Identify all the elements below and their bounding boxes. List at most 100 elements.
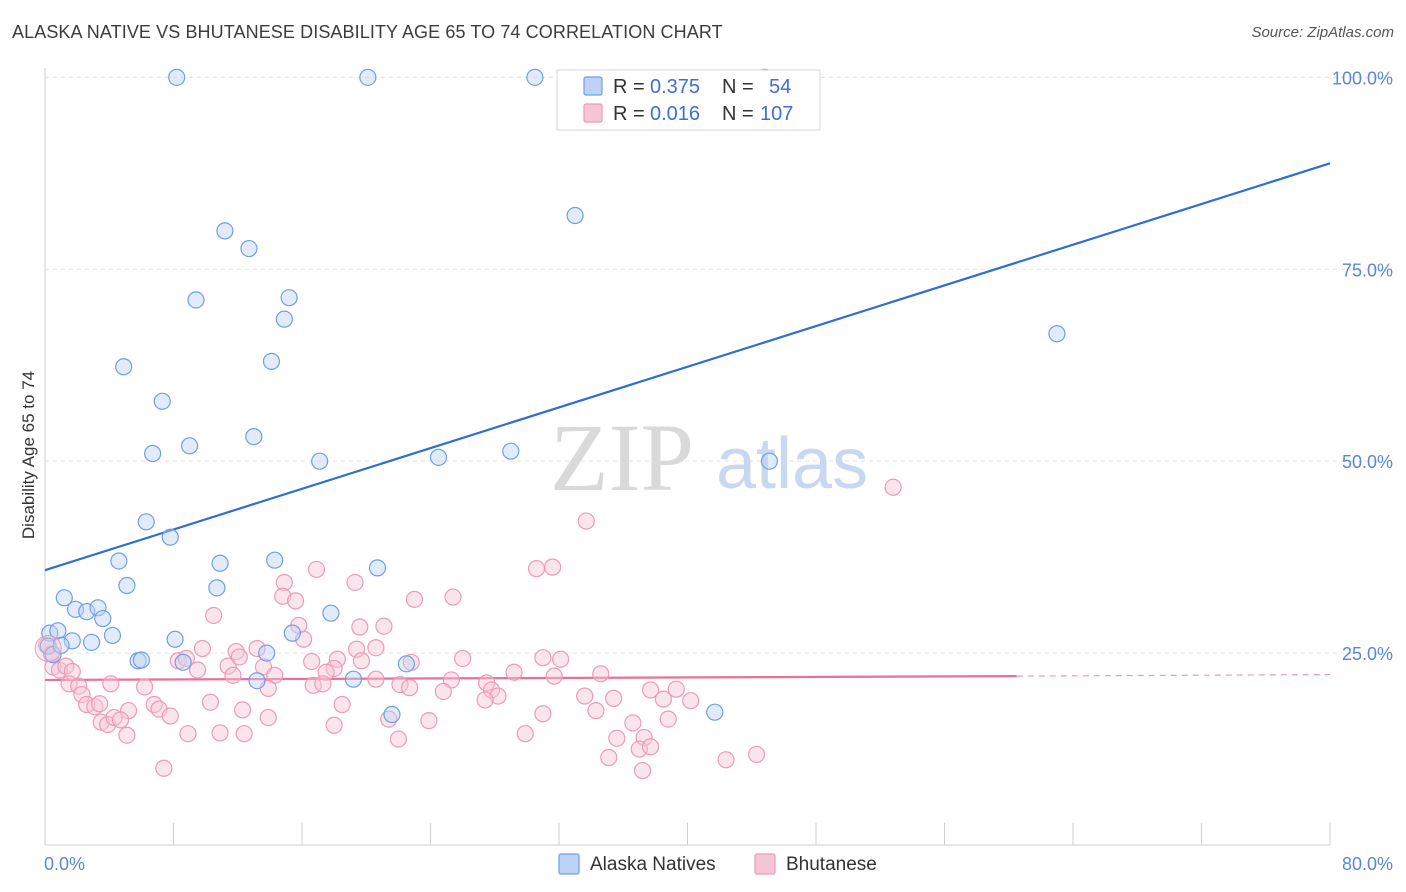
bhutanese-point-0	[884, 478, 902, 496]
trend-line-bhutanese	[44, 675, 1017, 682]
alaska-native-point-20	[1048, 325, 1066, 343]
bhutanese-point-103	[155, 759, 173, 777]
y-tick-label-100: 100.0%	[1332, 68, 1393, 88]
legend-n-value-2: 107	[760, 103, 793, 125]
alaska-native-point-51	[39, 637, 57, 655]
bhutanese-point-11	[205, 606, 223, 625]
bhutanese-point-94	[389, 730, 407, 748]
bhutanese-point-6	[275, 573, 293, 592]
bhutanese-point-65	[667, 680, 685, 698]
alaska-native-point-18	[502, 442, 520, 460]
x-tick-label-0: 0.0%	[44, 854, 85, 874]
y-tick-label-75: 75.0%	[1342, 260, 1393, 280]
bhutanese-point-58	[434, 682, 452, 701]
y-tick-label-50: 50.0%	[1342, 452, 1393, 472]
bhutanese-point-64	[641, 681, 660, 699]
bhutanese-point-59	[482, 681, 501, 699]
alaska-native-point-44	[174, 653, 192, 671]
alaska-native-point-45	[258, 644, 276, 662]
bhutanese-point-62	[576, 687, 594, 705]
alaska-native-point-48	[397, 655, 416, 673]
legend-r-value-2: 0.016	[650, 103, 700, 125]
alaska-native-point-25	[266, 551, 284, 569]
legend-n-label-2: N =	[722, 103, 754, 125]
bhutanese-point-35	[224, 666, 242, 684]
bhutanese-point-15	[193, 639, 212, 658]
bhutanese-point-93	[235, 725, 253, 743]
trend-line-alaska-natives	[44, 162, 1331, 572]
bhutanese-point-102	[747, 745, 766, 764]
alaska-native-point-8	[280, 289, 298, 307]
bhutanese-point-13	[351, 618, 369, 636]
bhutanese-point-70	[91, 695, 109, 713]
alaska-native-point-41	[283, 624, 301, 642]
bhutanese-point-27	[219, 657, 237, 675]
alaska-native-point-40	[166, 630, 184, 648]
bhutanese-point-77	[380, 710, 398, 728]
alaska-native-point-12	[153, 392, 171, 410]
bhutanese-point-69	[86, 698, 104, 716]
alaska-native-point-29	[55, 589, 73, 607]
bhutanese-point-38	[367, 670, 385, 688]
alaska-native-point-23	[110, 552, 128, 570]
bhutanese-point-91	[179, 725, 197, 743]
bhutanese-point-1	[577, 512, 595, 530]
y-tick-label-25: 25.0%	[1342, 644, 1393, 664]
alaska-native-point-22	[161, 528, 179, 546]
bhutanese-point-61	[476, 691, 494, 709]
bottom-legend-swatch-alaska	[558, 853, 580, 875]
bhutanese-point-78	[420, 712, 438, 730]
alaska-native-point-47	[344, 670, 362, 688]
bhutanese-point-104	[633, 761, 652, 780]
bhutanese-point-30	[303, 652, 321, 671]
bhutanese-point-19	[328, 650, 346, 668]
bhutanese-point-50	[73, 685, 91, 704]
bottom-legend-label-bhutanese: Bhutanese	[786, 854, 877, 875]
alaska-native-point-13	[180, 437, 199, 455]
alaska-native-point-15	[144, 444, 162, 463]
bhutanese-point-7	[274, 587, 292, 605]
bhutanese-point-101	[717, 751, 735, 769]
bhutanese-point-10	[286, 592, 305, 610]
bhutanese-point-82	[659, 710, 677, 728]
alaska-native-point-7	[187, 291, 205, 309]
alaska-native-point-1	[359, 68, 377, 86]
alaska-native-point-43	[132, 651, 150, 669]
bhutanese-point-2	[527, 560, 546, 578]
bhutanese-point-24	[552, 650, 570, 668]
bhutanese-point-22	[454, 649, 472, 668]
bhutanese-point-90	[118, 726, 136, 744]
bhutanese-point-5	[346, 573, 364, 592]
bhutanese-point-99	[641, 738, 660, 756]
bhutanese-point-66	[654, 690, 673, 708]
bhutanese-point-100	[600, 748, 618, 767]
watermark-atlas: atlas	[716, 424, 868, 504]
bhutanese-point-88	[259, 708, 277, 727]
alaska-native-point-32	[89, 599, 107, 617]
bhutanese-point-52	[135, 678, 154, 696]
bhutanese-point-9	[444, 588, 462, 606]
bhutanese-point-17	[248, 639, 266, 658]
alaska-native-point-36	[49, 622, 67, 640]
bhutanese-point-95	[516, 725, 534, 743]
alaska-native-point-31	[78, 603, 96, 621]
bhutanese-point-84	[99, 715, 117, 734]
bhutanese-point-60	[489, 687, 507, 705]
bhutanese-point-74	[201, 693, 220, 711]
legend-r-label-1: R =	[613, 76, 645, 98]
legend-swatch-blue	[583, 76, 603, 96]
alaska-native-point-21	[137, 513, 155, 531]
bhutanese-point-14	[375, 617, 393, 635]
alaska-native-point-39	[103, 626, 122, 645]
alaska-native-point-49	[383, 705, 401, 724]
tick-labels: 25.0% 50.0% 75.0% 100.0% 0.0% 80.0%	[44, 68, 1393, 874]
alaska-native-point-28	[208, 579, 226, 597]
legend-box: R = 0.375 N = 54 R = 0.016 N = 107	[556, 69, 821, 131]
alaska-native-point-9	[275, 310, 293, 328]
alaska-native-point-34	[322, 604, 340, 622]
bhutanese-point-43	[592, 665, 610, 683]
alaska-native-point-24	[211, 554, 229, 572]
bhutanese-point-56	[391, 675, 409, 694]
legend-n-value-1: 54	[769, 76, 791, 98]
